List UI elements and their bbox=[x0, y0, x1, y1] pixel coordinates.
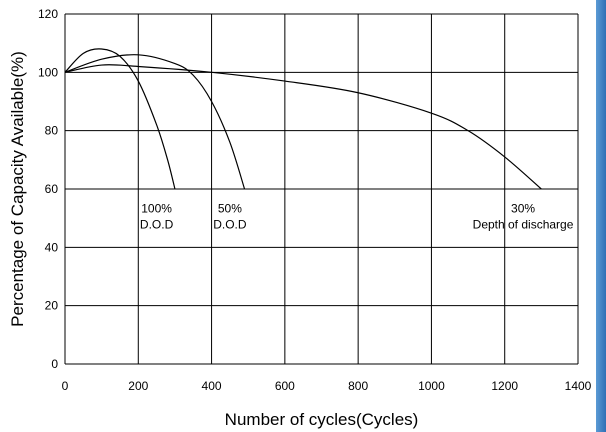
series-label-0-line-1: D.O.D bbox=[140, 217, 174, 231]
series-label-2-line-0: 30% bbox=[511, 201, 535, 215]
y-tick-label-0: 0 bbox=[51, 357, 58, 371]
y-tick-label-40: 40 bbox=[45, 240, 59, 254]
series-label-1-line-1: D.O.D bbox=[213, 217, 247, 231]
x-tick-label-400: 400 bbox=[202, 379, 222, 393]
x-tick-labels: 0 200 400 600 800 1000 1200 1400 bbox=[62, 379, 592, 393]
grid bbox=[64, 13, 579, 365]
y-axis-title: Percentage of Capacity Available(%) bbox=[8, 51, 27, 327]
y-tick-label-20: 20 bbox=[45, 299, 59, 313]
series-label-2-line-1: Depth of discharge bbox=[473, 217, 574, 231]
x-tick-label-1400: 1400 bbox=[565, 379, 592, 393]
x-tick-label-200: 200 bbox=[128, 379, 148, 393]
series-label-0-line-0: 100% bbox=[141, 201, 172, 215]
curves bbox=[64, 48, 542, 190]
series-line-0 bbox=[64, 48, 176, 190]
x-tick-label-600: 600 bbox=[275, 379, 295, 393]
y-tick-label-60: 60 bbox=[45, 182, 59, 196]
x-tick-label-0: 0 bbox=[62, 379, 69, 393]
series-line-2 bbox=[64, 64, 542, 190]
x-axis-title: Number of cycles(Cycles) bbox=[225, 410, 419, 429]
curve-labels: 100% D.O.D 50% D.O.D 30% Depth of discharge bbox=[140, 201, 574, 231]
y-tick-label-120: 120 bbox=[38, 7, 58, 21]
series-label-1-line-0: 50% bbox=[218, 201, 242, 215]
y-tick-labels: 0 20 40 60 80 100 120 bbox=[38, 7, 58, 371]
x-tick-label-1200: 1200 bbox=[491, 379, 518, 393]
series-line-1 bbox=[64, 54, 246, 190]
y-tick-label-100: 100 bbox=[38, 65, 58, 79]
window-edge bbox=[596, 0, 606, 432]
y-tick-label-80: 80 bbox=[45, 124, 59, 138]
x-tick-label-1000: 1000 bbox=[418, 379, 445, 393]
x-tick-label-800: 800 bbox=[348, 379, 368, 393]
